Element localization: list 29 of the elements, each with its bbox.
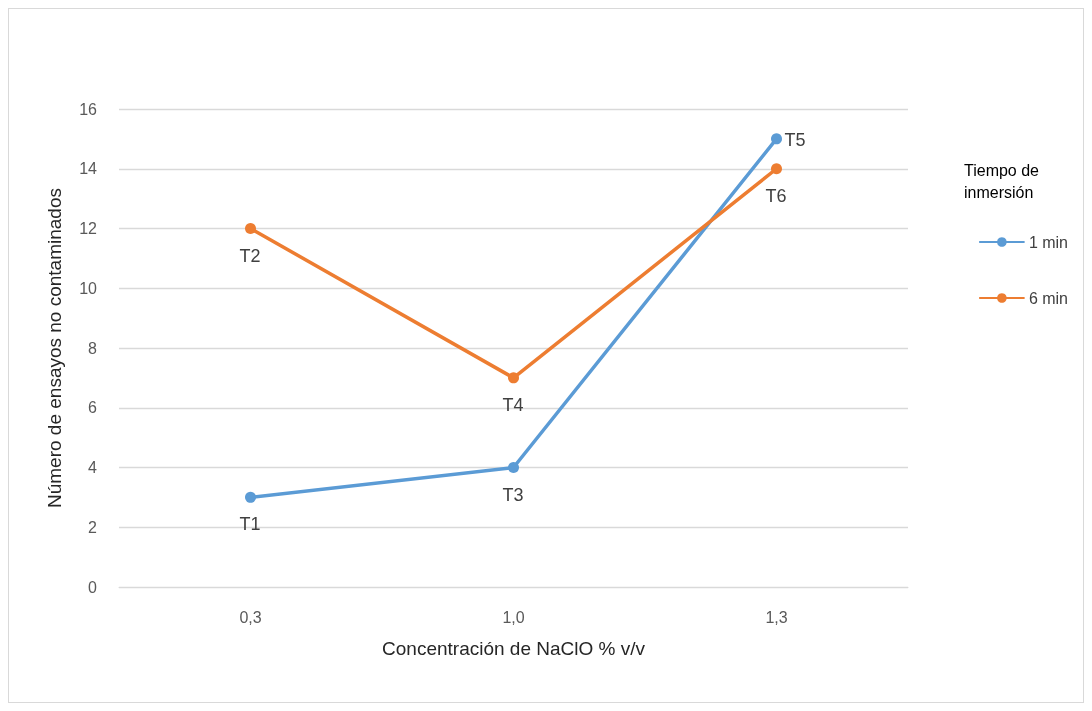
legend-title: Tiempo de inmersión (964, 161, 1044, 201)
y-tick-label: 16 (79, 100, 98, 118)
point (771, 133, 782, 145)
y-axis-title: Número de ensayos no contaminados (44, 187, 65, 509)
x-tick-label: 1,0 (502, 608, 525, 626)
x-tick-label: 1,3 (765, 608, 788, 626)
annotation: T6 (765, 185, 787, 206)
point (508, 462, 519, 473)
point (245, 491, 256, 503)
y-tick-label: 8 (88, 339, 98, 357)
y-tick-label: 6 (88, 399, 98, 417)
point (771, 163, 782, 175)
annotation: T1 (239, 514, 261, 535)
y-tick-label: 12 (79, 220, 98, 237)
annotation: T2 (239, 245, 261, 266)
y-tick-label: 14 (79, 160, 98, 178)
y-tick-label: 2 (88, 518, 98, 536)
annotation: T4 (502, 394, 524, 415)
annotation: T3 (502, 484, 524, 505)
legend-label: 1 min (1028, 233, 1068, 251)
y-tick-label: 4 (88, 459, 98, 476)
annotation: T5 (784, 129, 806, 150)
point (245, 223, 256, 234)
x-axis-title: Concentración de NaClO % v/v (382, 638, 646, 659)
y-tick-label: 10 (79, 279, 98, 297)
y-tick-label: 0 (88, 578, 98, 596)
point (508, 372, 519, 384)
x-tick-label: 0,3 (239, 608, 262, 626)
legend-label: 6 min (1028, 289, 1068, 307)
